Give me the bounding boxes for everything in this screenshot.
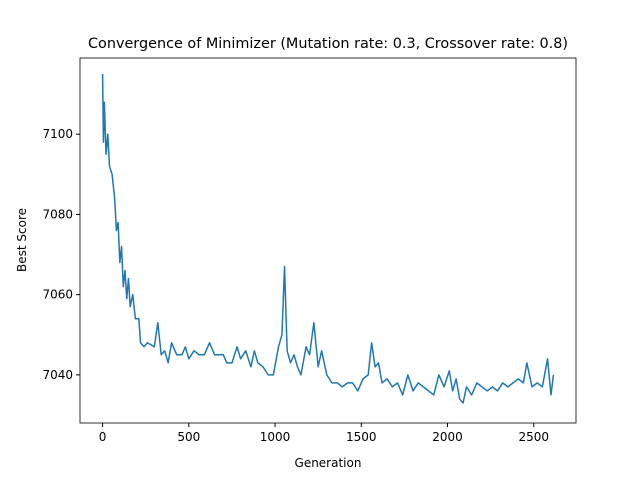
- chart-title: Convergence of Minimizer (Mutation rate:…: [88, 36, 568, 52]
- line: [101, 74, 555, 404]
- x-tick-label: 2500: [518, 430, 549, 444]
- x-tick-label: 2000: [432, 430, 463, 444]
- y-tick-label: 7040: [42, 368, 73, 382]
- x-tick-label: 500: [177, 430, 200, 444]
- x-tick-label: 1000: [260, 430, 291, 444]
- y-tick-label: 7060: [42, 288, 73, 302]
- y-axis-label: Best Score: [15, 208, 29, 272]
- y-tick-label: 7100: [42, 127, 73, 141]
- plot-frame: [79, 57, 577, 424]
- x-axis-label: Generation: [295, 456, 362, 470]
- x-tick-label: 0: [99, 430, 107, 444]
- y-tick-label: 7080: [42, 207, 73, 221]
- x-tick-label: 1500: [346, 430, 377, 444]
